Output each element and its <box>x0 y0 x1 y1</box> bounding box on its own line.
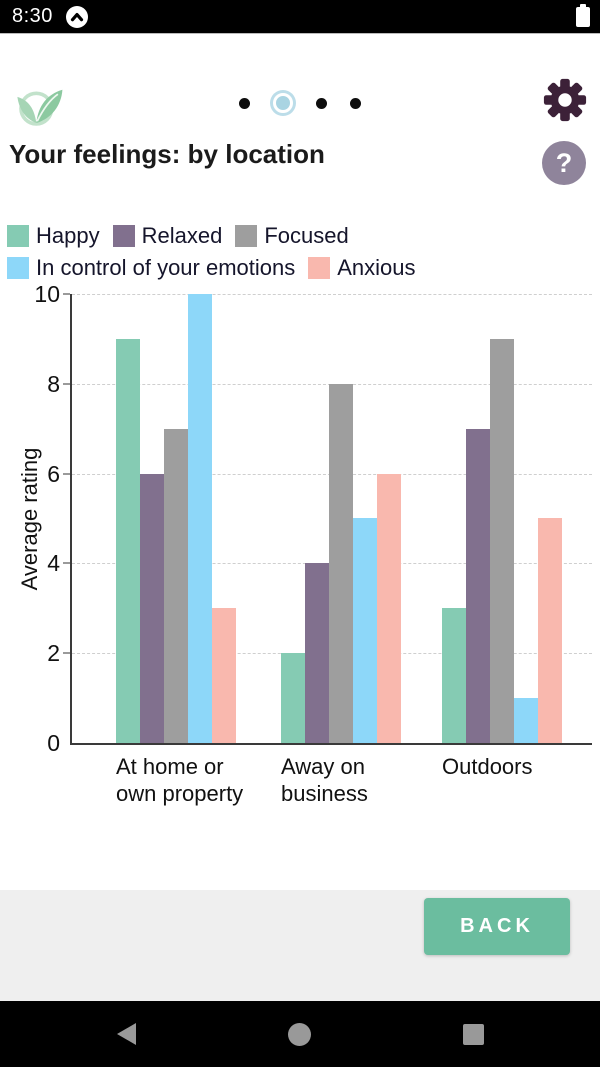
nav-home-icon[interactable] <box>287 1022 311 1046</box>
legend-item: Relaxed <box>112 223 223 249</box>
bar-focused <box>490 339 514 743</box>
y-tick-label: 2 <box>47 640 60 667</box>
bar-in-control-of-your-emotions <box>514 698 538 743</box>
footer-bar: BACK <box>0 890 600 1001</box>
legend-swatch <box>235 225 258 247</box>
legend-label: Relaxed <box>141 223 223 248</box>
bar-focused <box>164 429 188 743</box>
bar-focused <box>329 384 353 743</box>
bar-anxious <box>538 518 562 743</box>
assistant-caret-icon <box>65 5 88 28</box>
legend-label: In control of your emotions <box>36 255 296 280</box>
bar-in-control-of-your-emotions <box>188 294 212 743</box>
y-tick-mark <box>63 562 70 565</box>
chart-legend: Happy Relaxed Focused In control of your em… <box>7 223 595 281</box>
android-nav-bar <box>0 1001 600 1067</box>
gridline <box>72 294 592 295</box>
legend-item: Anxious <box>308 255 416 281</box>
y-axis-ticks: 0 2 4 6 8 10 <box>0 281 64 756</box>
battery-icon <box>576 3 590 27</box>
bar-anxious <box>377 474 401 743</box>
legend-swatch <box>7 225 29 247</box>
y-tick-label: 0 <box>47 730 60 756</box>
legend-label: Anxious <box>337 255 416 280</box>
page-dot-active[interactable] <box>273 93 293 113</box>
app-leaf-logo-icon <box>12 83 66 127</box>
x-axis-label: Away on business <box>281 754 368 806</box>
x-axis-label: At home or own property <box>116 754 244 806</box>
legend-swatch <box>112 225 135 247</box>
bar-group <box>442 294 562 743</box>
x-axis-label: Outdoors <box>442 754 533 779</box>
y-tick-mark <box>63 472 70 475</box>
bar-anxious <box>212 608 236 743</box>
bar-relaxed <box>140 474 164 743</box>
bar-relaxed <box>466 429 490 743</box>
settings-gear-icon[interactable] <box>542 77 588 123</box>
y-tick-mark <box>63 652 70 655</box>
bar-group <box>281 294 401 743</box>
page-dot[interactable] <box>350 97 361 109</box>
page-dot[interactable] <box>316 97 327 109</box>
y-tick-label: 8 <box>47 370 60 397</box>
legend-item: In control of your emotions <box>7 255 295 281</box>
legend-item: Focused <box>235 223 349 249</box>
plot-area <box>63 293 592 745</box>
main-content: Your feelings: by location ? Happy Relaxe… <box>0 33 600 890</box>
legend-label: Focused <box>264 223 349 248</box>
legend-swatch <box>308 257 331 279</box>
bar-in-control-of-your-emotions <box>353 518 377 743</box>
back-button[interactable]: BACK <box>424 898 570 955</box>
y-tick-label: 4 <box>47 550 60 577</box>
bar-happy <box>116 339 140 743</box>
page-dot[interactable] <box>239 97 250 109</box>
status-bar: 8:30 <box>0 0 600 33</box>
status-time: 8:30 <box>12 5 53 27</box>
help-button[interactable]: ? <box>542 141 586 185</box>
legend-swatch <box>7 257 29 279</box>
bar-relaxed <box>305 563 329 743</box>
page-dots <box>239 89 361 117</box>
y-tick-mark <box>63 382 70 385</box>
nav-back-icon[interactable] <box>116 1023 136 1045</box>
bar-happy <box>281 653 305 743</box>
bar-happy <box>442 608 466 743</box>
bar-group <box>116 294 236 743</box>
y-tick-mark <box>63 293 70 295</box>
legend-item: Happy <box>7 223 100 249</box>
nav-recents-icon[interactable] <box>462 1023 484 1045</box>
bar-chart: Average rating 0 2 4 6 8 10 At home or own pr… <box>0 281 600 819</box>
y-tick-label: 6 <box>47 460 60 487</box>
page-title: Your feelings: by location <box>9 139 325 169</box>
legend-label: Happy <box>36 223 100 248</box>
y-tick-label: 10 <box>34 281 60 307</box>
